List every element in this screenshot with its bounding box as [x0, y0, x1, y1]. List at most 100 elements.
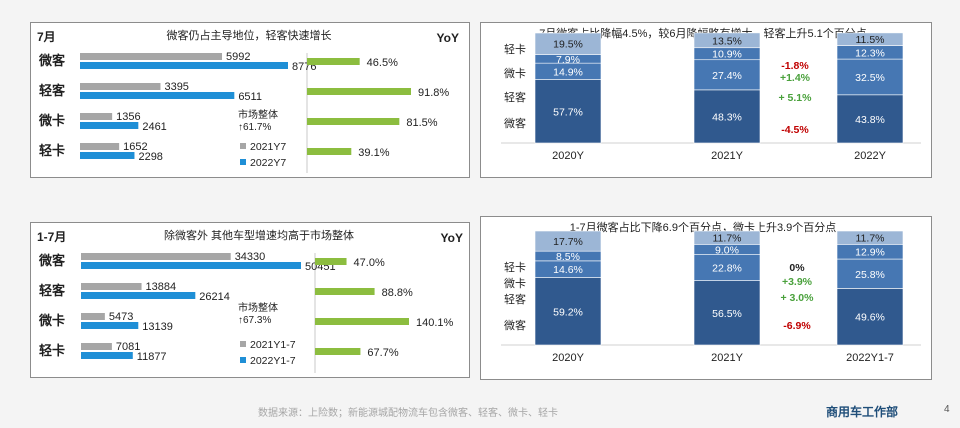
row-label: 轻卡	[504, 42, 526, 56]
bar-curr-year	[80, 62, 288, 69]
segment-value: 25.8%	[855, 269, 885, 281]
bar-prev-value: 1356	[116, 111, 140, 123]
yoy-value: 39.1%	[358, 147, 389, 159]
segment-value: 48.3%	[712, 111, 742, 123]
x-tick-label: 2020Y	[552, 352, 584, 364]
yoy-value: 140.1%	[416, 317, 454, 329]
row-label: 轻卡	[504, 260, 526, 274]
share-segment	[836, 230, 904, 245]
segment-value: 22.8%	[712, 263, 742, 275]
bar-curr-value: 6511	[238, 91, 262, 103]
change-label: -4.5%	[781, 124, 809, 136]
bar-prev-year	[80, 83, 161, 90]
row-label: 微客	[504, 318, 526, 332]
yoy-value: 47.0%	[354, 257, 385, 269]
panel-ytd-sales: 1-7月 除微客外 其他车型增速均高于市场整体 YoY 微客 34330 50451 47.…	[30, 222, 470, 378]
bar-prev-value: 13884	[146, 281, 177, 293]
segment-value: 11.7%	[713, 233, 742, 245]
category-label: 轻卡	[39, 143, 65, 158]
bar-prev-value: 3395	[164, 81, 188, 93]
bar-curr-value: 13139	[142, 321, 173, 333]
legend-swatch-prev	[240, 341, 246, 347]
segment-value: 56.5%	[712, 308, 742, 320]
legend-label-curr: 2022Y1-7	[250, 355, 296, 367]
change-label: + 3.0%	[781, 292, 815, 304]
share-segment	[836, 58, 904, 96]
share-segment	[836, 288, 904, 346]
segment-value: 27.4%	[712, 70, 742, 82]
panel-ytd-share: 1-7月微客占比下降6.9个百分点，微卡上升3.9个百分点 59.2% 14.6% 8…	[480, 216, 932, 380]
bar-prev-year	[81, 343, 112, 350]
data-source-note: 数据来源：上险数；新能源城配物流车包含微客、轻客、微卡、轻卡	[258, 408, 558, 419]
bar-curr-year	[80, 152, 135, 159]
share-segment	[534, 277, 602, 346]
segment-value: 59.2%	[553, 306, 583, 318]
share-segment	[534, 32, 602, 55]
segment-value: 13.5%	[712, 35, 742, 47]
chart-title: 1-7月微客占比下降6.9个百分点，微卡上升3.9个百分点	[570, 220, 836, 234]
yoy-bar	[307, 58, 360, 65]
legend-swatch-curr	[240, 159, 246, 165]
category-label: 轻卡	[39, 343, 65, 358]
yoy-header: YoY	[437, 31, 459, 45]
segment-value: 9.0%	[715, 244, 739, 256]
yoy-header: YoY	[441, 231, 463, 245]
segment-value: 43.8%	[855, 114, 885, 126]
bar-curr-year	[81, 322, 139, 329]
bar-curr-value: 26214	[199, 291, 230, 303]
row-label: 轻客	[504, 292, 526, 306]
row-label: 轻客	[504, 90, 526, 104]
bar-curr-year	[81, 262, 301, 269]
chart-monthly-share: 7月微客占比降幅4.5%，较6月降幅略有增大，轻客上升5.1个百分点57.7%1…	[501, 26, 921, 162]
segment-value: 12.3%	[855, 47, 885, 59]
segment-value: 19.5%	[553, 39, 583, 51]
bar-prev-value: 7081	[116, 341, 140, 353]
yoy-value: 88.8%	[382, 287, 413, 299]
chart-title: 微客仍占主导地位，轻客快速增长	[167, 28, 332, 42]
legend-label-prev: 2021Y7	[250, 141, 286, 153]
row-label: 微卡	[504, 276, 526, 290]
bar-prev-value: 1652	[123, 141, 147, 153]
yoy-bar	[315, 348, 361, 355]
category-label: 微卡	[38, 313, 65, 328]
segment-value: 57.7%	[553, 106, 583, 118]
yoy-bar	[315, 318, 409, 325]
period-label: 1-7月	[37, 230, 66, 244]
bar-prev-year	[81, 253, 231, 260]
change-label: +3.9%	[782, 276, 813, 288]
panel-monthly-sales: 7月 微客仍占主导地位，轻客快速增长 YoY 微客 5992 8776 46.5% 轻客 339…	[30, 22, 470, 178]
segment-value: 12.9%	[855, 247, 885, 259]
bar-prev-year	[81, 283, 142, 290]
bar-prev-year	[80, 53, 223, 60]
chart-ytd-share: 1-7月微客占比下降6.9个百分点，微卡上升3.9个百分点 59.2% 14.6%8…	[501, 220, 921, 364]
bar-curr-year	[80, 122, 139, 129]
market-growth: ↑61.7%	[238, 122, 271, 133]
x-tick-label: 2021Y	[711, 150, 743, 162]
bar-curr-value: 2298	[138, 151, 162, 163]
bar-curr-value: 2461	[142, 121, 166, 133]
row-label: 微客	[504, 116, 526, 130]
segment-value: 11.5%	[856, 34, 885, 46]
segment-value: 14.6%	[553, 264, 583, 276]
change-label: -1.8%	[781, 60, 809, 72]
row-label: 微卡	[504, 66, 526, 80]
market-label: 市场整体	[238, 108, 278, 121]
bar-prev-value: 34330	[235, 251, 266, 263]
share-segment	[693, 59, 761, 91]
share-segment	[693, 254, 761, 281]
share-segment	[693, 280, 761, 346]
page-number: 4	[944, 404, 950, 415]
department-label: 商用车工作部	[826, 405, 899, 419]
change-label: +1.4%	[780, 72, 811, 84]
bar-curr-year	[80, 92, 235, 99]
share-segment	[836, 94, 904, 144]
segment-value: 10.9%	[712, 49, 742, 61]
bar-prev-value: 5992	[226, 51, 250, 63]
share-segment	[836, 32, 904, 46]
legend-label-curr: 2022Y7	[250, 157, 286, 169]
yoy-bar	[307, 148, 352, 155]
bar-curr-year	[81, 352, 133, 359]
x-tick-label: 2022Y1-7	[846, 352, 894, 364]
segment-value: 7.9%	[556, 54, 580, 66]
